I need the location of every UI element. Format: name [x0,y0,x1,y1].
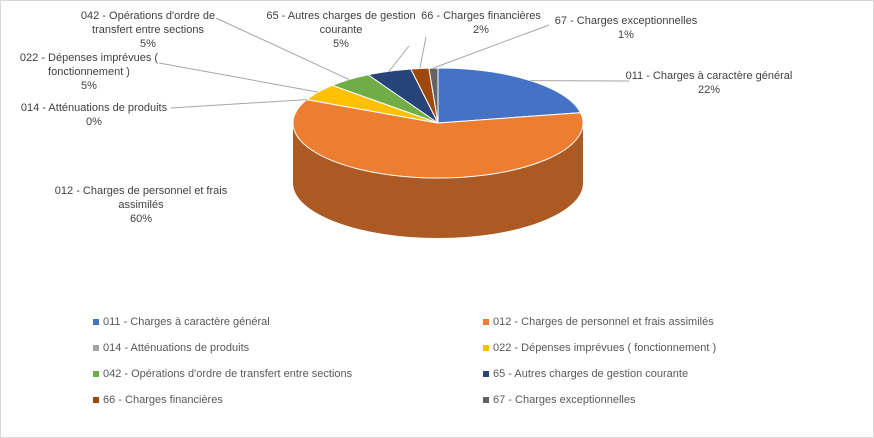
legend-swatch [93,371,99,378]
legend-label: 014 - Atténuations de produits [103,342,250,354]
legend-entry: 011 - Charges à caractère général [93,316,270,328]
slice [292,99,584,179]
data-label-name: 014 - Atténuations de produits [20,102,168,114]
data-label: 67 - Charges exceptionnelles 1% [551,14,701,42]
leader-line [158,62,319,93]
legend-swatch [93,319,99,326]
legend-label: 66 - Charges financières [103,394,223,406]
data-label: 66 - Charges financières 2% [416,9,546,37]
data-label-value: 1% [618,29,634,41]
legend-swatch [483,345,489,352]
data-label-value: 60% [129,213,153,225]
slice-side [293,123,583,238]
legend-entry: 67 - Charges exceptionnelles [483,394,635,406]
leader-line [388,45,410,72]
legend-entry: 042 - Opérations d'ordre de transfert en… [93,368,352,380]
data-label: 042 - Opérations d'ordre de transfert en… [78,9,218,51]
legend-swatch [483,397,489,404]
data-label: 022 - Dépenses imprévues ( fonctionnemen… [14,51,164,93]
legend-label: 65 - Autres charges de gestion courante [493,368,689,380]
data-label-value: 5% [140,38,156,50]
data-label-value: 5% [81,80,97,92]
leader-line [215,17,350,80]
legend-entry: 65 - Autres charges de gestion courante [483,368,688,380]
data-label: 011 - Charges à caractère général 22% [609,69,809,97]
legend-entry: 66 - Charges financières [93,394,223,406]
data-label-name: 67 - Charges exceptionnelles [554,15,698,27]
legend-swatch [93,397,99,404]
legend-label: 011 - Charges à caractère général [103,316,270,328]
legend-entry: 014 - Atténuations de produits [93,342,249,354]
slice [428,67,439,124]
leader-line [170,99,307,109]
legend-entry: 022 - Dépenses imprévues ( fonctionnemen… [483,342,716,354]
data-label-value: 2% [473,24,489,36]
data-label: 65 - Autres charges de gestion courante 5… [261,9,421,51]
data-label-value: 0% [86,116,102,128]
data-label: 012 - Charges de personnel et frais assi… [51,184,231,226]
legend-entry: 012 - Charges de personnel et frais assi… [483,316,714,328]
legend-swatch [483,319,489,326]
data-label: 014 - Atténuations de produits 0% [9,101,179,129]
leader-line [433,24,550,69]
data-label-name: 011 - Charges à caractère général [625,70,793,82]
legend-label: 012 - Charges de personnel et frais assi… [493,316,714,328]
legend-label: 67 - Charges exceptionnelles [493,394,636,406]
legend-swatch [93,345,99,352]
data-label-name: 012 - Charges de personnel et frais assi… [54,185,228,211]
data-label-name: 65 - Autres charges de gestion courante [266,10,416,36]
data-label-name: 022 - Dépenses imprévues ( fonctionnemen… [19,52,159,78]
data-label-name: 66 - Charges financières [421,10,541,22]
data-label-name: 042 - Opérations d'ordre de transfert en… [80,10,216,36]
leader-line [419,36,427,69]
legend-label: 042 - Opérations d'ordre de transfert en… [103,368,353,380]
data-label-value: 5% [333,38,349,50]
legend-label: 022 - Dépenses imprévues ( fonctionnemen… [493,342,717,354]
data-label-value: 22% [697,84,721,96]
legend-swatch [483,371,489,378]
